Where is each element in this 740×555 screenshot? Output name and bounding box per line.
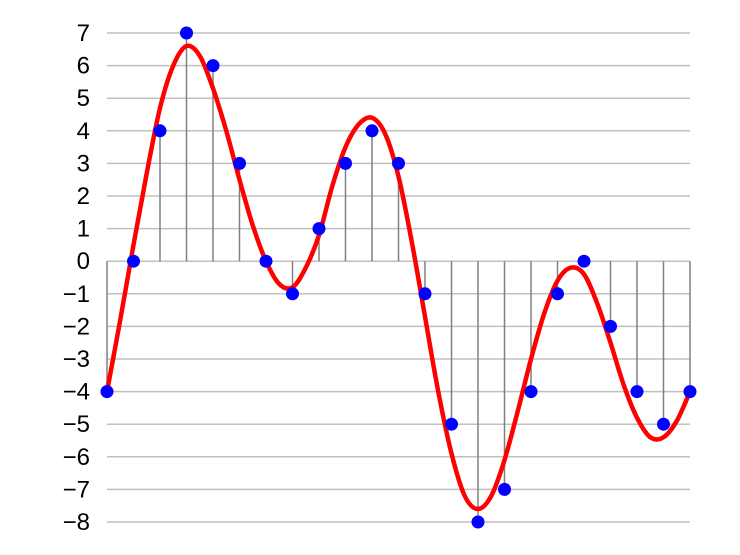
y-tick-label: 5 [77, 85, 90, 112]
y-tick-label: −1 [63, 281, 90, 308]
sample-point [392, 156, 405, 170]
sample-point [100, 385, 114, 399]
y-tick-label: 7 [77, 20, 90, 47]
sample-point [312, 222, 326, 236]
y-tick-label: 6 [77, 53, 90, 80]
y-tick-label: −2 [63, 313, 90, 340]
sample-point [445, 417, 458, 431]
sample-point [498, 482, 511, 496]
sample-point [418, 287, 432, 301]
sample-point [524, 385, 538, 399]
sample-points [100, 26, 697, 529]
y-tick-label: 1 [77, 216, 90, 243]
sample-point [471, 515, 485, 529]
sample-point [233, 156, 246, 170]
sample-point [153, 124, 167, 138]
sample-point [206, 59, 220, 73]
y-tick-label: −8 [63, 509, 90, 536]
y-tick-label: 3 [77, 150, 90, 177]
sample-point [577, 254, 591, 268]
sample-point [630, 385, 644, 399]
y-tick-label: −3 [63, 346, 90, 373]
y-tick-label: −7 [63, 476, 90, 503]
y-tick-label: 0 [77, 248, 90, 275]
sample-point [365, 124, 379, 138]
sample-point [339, 156, 352, 170]
y-tick-label: −4 [63, 379, 90, 406]
y-axis-tick-labels: 7 6 5 4 3 2 1 0 −1 −2 −3 −4 −5 −6 −7 −8 [63, 20, 90, 536]
y-tick-label: 2 [77, 183, 90, 210]
sample-point [657, 417, 670, 431]
sample-point [551, 287, 564, 301]
sample-point [180, 26, 193, 40]
sample-point [683, 385, 697, 399]
gridlines [107, 32, 690, 523]
y-tick-label: 4 [77, 118, 90, 145]
y-tick-label: −6 [63, 444, 90, 471]
sample-point [604, 319, 617, 333]
y-tick-label: −5 [63, 411, 90, 438]
sample-stems [106, 33, 691, 522]
sample-point [127, 254, 140, 268]
sample-point [259, 254, 273, 268]
continuous-signal-curve [104, 43, 693, 512]
sample-point [286, 287, 299, 301]
